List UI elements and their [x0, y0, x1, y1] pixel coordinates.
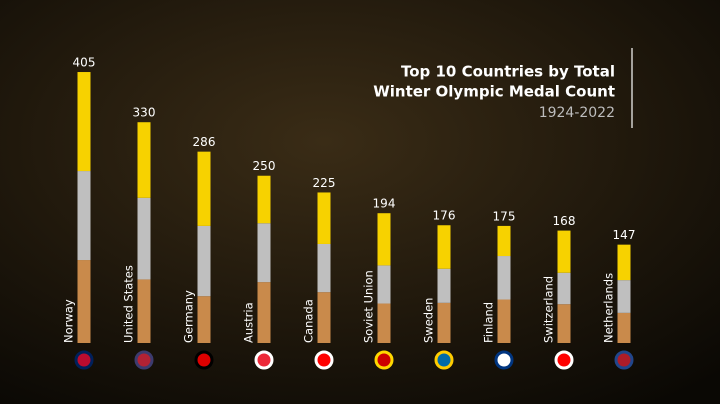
total-label: 225 — [313, 176, 336, 190]
category-label: Soviet Union — [362, 270, 376, 343]
bar-segment — [497, 256, 511, 300]
bar-segment — [197, 151, 211, 226]
total-label: 168 — [553, 214, 576, 228]
flag-icon — [134, 350, 154, 370]
bar-segment — [257, 282, 271, 343]
chart-subtitle: Winter Olympic Medal Count — [373, 83, 615, 101]
bar-segment — [437, 225, 451, 269]
flag-icon — [194, 350, 214, 370]
total-label: 176 — [433, 209, 456, 223]
bar-segment — [497, 299, 511, 343]
bar-segment — [617, 244, 631, 281]
bar-segment — [137, 197, 151, 280]
bar-segment — [137, 122, 151, 198]
bar-segment — [437, 268, 451, 303]
bar-segment — [557, 304, 571, 343]
category-label: Netherlands — [602, 273, 616, 343]
category-label: United States — [122, 265, 136, 343]
total-label: 250 — [253, 159, 276, 173]
flag-icon — [494, 350, 514, 370]
total-label: 286 — [193, 135, 216, 149]
category-label: Switzerland — [542, 276, 556, 343]
flag-icon — [254, 350, 274, 370]
bar-segment — [257, 223, 271, 283]
bar-segment — [617, 312, 631, 343]
category-label: Norway — [62, 299, 76, 343]
bar-segment — [197, 296, 211, 343]
category-label: Sweden — [422, 298, 436, 343]
bar-segment — [137, 279, 151, 343]
bar-segment — [257, 175, 271, 224]
total-label: 175 — [493, 209, 516, 223]
bar-segment — [317, 243, 331, 293]
period: 1924-2022 — [539, 105, 615, 121]
bar-segment — [317, 192, 331, 244]
bar-segment — [197, 225, 211, 297]
flag-icon — [554, 350, 574, 370]
bar-segment — [77, 171, 91, 261]
flag-icon — [374, 350, 394, 370]
bar-segment — [317, 292, 331, 343]
category-label: Finland — [482, 302, 496, 343]
total-label: 330 — [133, 106, 156, 120]
bar-segment — [377, 213, 391, 266]
category-label: Austria — [242, 302, 256, 343]
bar-segment — [77, 72, 91, 172]
flag-icon — [74, 350, 94, 370]
category-label: Canada — [302, 299, 316, 343]
bar-segment — [497, 225, 511, 257]
chart-title: Top 10 Countries by Total — [401, 63, 615, 81]
category-label: Germany — [182, 290, 196, 343]
total-label: 405 — [73, 56, 96, 70]
total-label: 194 — [373, 197, 396, 211]
bar-segment — [557, 230, 571, 273]
flag-icon — [434, 350, 454, 370]
bar-segment — [557, 272, 571, 305]
bar-segment — [377, 265, 391, 304]
bar-segment — [77, 260, 91, 343]
flag-icon — [614, 350, 634, 370]
bar-segment — [437, 302, 451, 343]
total-label: 147 — [613, 228, 636, 242]
bar-segment — [617, 280, 631, 313]
bar-segment — [377, 303, 391, 343]
flag-icon — [314, 350, 334, 370]
